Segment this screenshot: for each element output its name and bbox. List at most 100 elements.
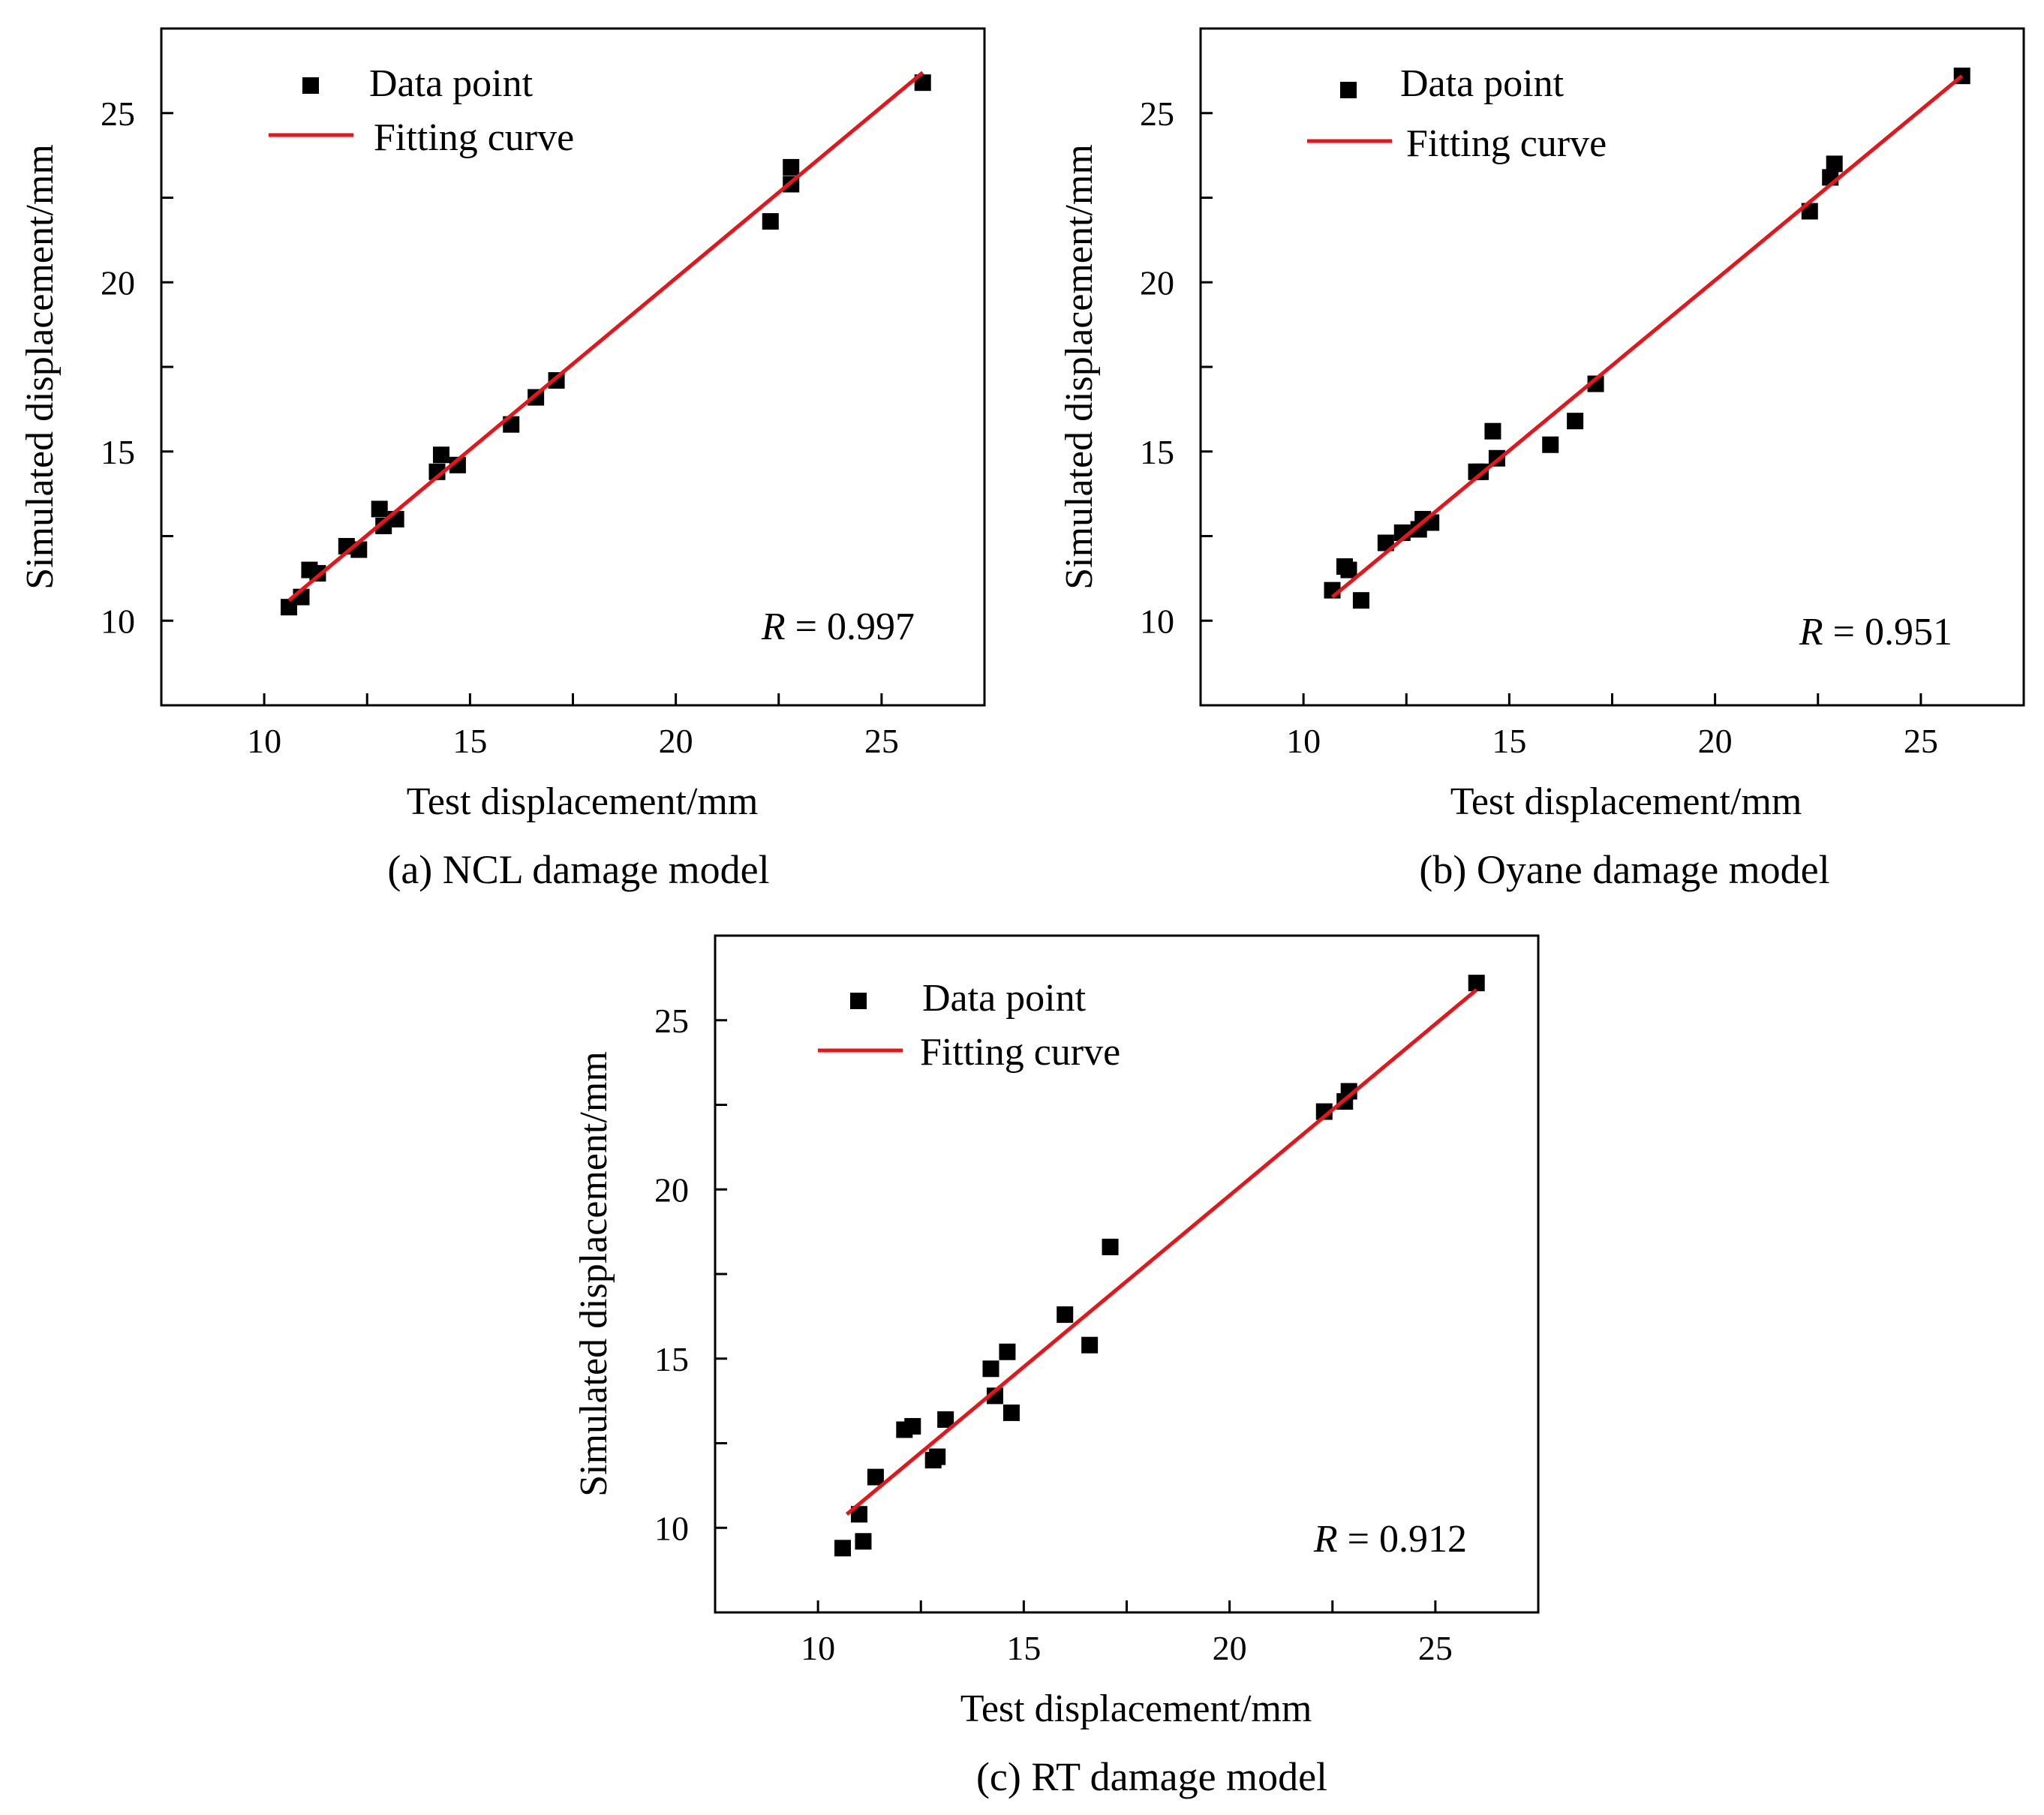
y-axis-label: Simulated displacement/mm: [573, 1051, 615, 1497]
panel-caption: (a) NCL damage model: [387, 847, 769, 892]
plot-frame: [714, 934, 1540, 1614]
data-point: [999, 1343, 1016, 1360]
legend-data-point-label: Data point: [369, 62, 534, 105]
data-point: [1340, 561, 1357, 578]
data-point: [1542, 436, 1559, 453]
legend-data-point-marker: [302, 77, 319, 94]
y-tick-label: 20: [1140, 263, 1174, 302]
tick-marks: [1201, 112, 1922, 705]
y-tick-label: 10: [101, 602, 135, 640]
data-point: [914, 74, 931, 92]
data-point: [762, 213, 779, 230]
panel-caption: (b) Oyane damage model: [1419, 847, 1829, 892]
data-point: [1468, 975, 1485, 992]
legend-data-point-marker: [850, 993, 867, 1009]
y-axis-label: Simulated displacement/mm: [19, 144, 62, 590]
data-point: [929, 1448, 946, 1465]
x-tick-labels: 10 15 20 25: [247, 722, 899, 760]
correlation-symbol: R: [761, 606, 786, 648]
y-tick-label: 15: [654, 1340, 689, 1378]
data-point: [834, 1540, 852, 1557]
x-tick-label: 15: [1492, 722, 1526, 760]
tick-marks: [715, 1019, 1437, 1612]
legend: Data point Fitting curve: [1307, 62, 1607, 165]
data-point: [1102, 1238, 1119, 1255]
y-axis-label: Simulated displacement/mm: [1058, 144, 1101, 590]
data-point: [986, 1387, 1003, 1405]
legend-fitting-curve-label: Fitting curve: [920, 1031, 1120, 1074]
x-tick-labels: 10 15 20 25: [801, 1629, 1453, 1667]
data-point: [1567, 413, 1584, 430]
data-point: [1081, 1336, 1099, 1354]
x-tick-label: 15: [1006, 1629, 1041, 1667]
data-point: [371, 500, 388, 518]
correlation-value: = 0.997: [786, 606, 915, 648]
correlation-value: = 0.912: [1338, 1518, 1467, 1561]
data-point: [904, 1417, 921, 1435]
y-tick-label: 25: [101, 95, 135, 133]
tick-marks: [161, 112, 883, 705]
legend: Data point Fitting curve: [269, 62, 574, 159]
y-tick-label: 10: [654, 1509, 689, 1547]
x-tick-label: 25: [1418, 1629, 1453, 1667]
x-tick-label: 20: [1213, 1629, 1247, 1667]
x-tick-label: 25: [864, 722, 899, 760]
y-tick-labels: 10 15 20 25: [654, 1002, 689, 1548]
data-point: [855, 1533, 872, 1550]
data-point: [1057, 1306, 1074, 1324]
x-tick-labels: 10 15 20 25: [1286, 722, 1938, 760]
legend-data-point-marker: [1340, 82, 1357, 98]
x-axis-label: Test displacement/mm: [960, 1687, 1312, 1730]
x-tick-label: 10: [1286, 722, 1321, 760]
data-point: [1002, 1404, 1020, 1421]
y-tick-label: 25: [1140, 95, 1174, 133]
fitting-curve-line: [287, 71, 924, 602]
panel-c: 10 15 20 25 10 15 20 25 Test displacemen…: [573, 934, 1540, 1799]
x-tick-label: 20: [1698, 722, 1733, 760]
data-point: [1587, 375, 1604, 392]
data-point: [783, 158, 800, 176]
data-point: [1352, 592, 1369, 609]
x-tick-label: 10: [801, 1629, 835, 1667]
legend-fitting-curve-label: Fitting curve: [1406, 122, 1607, 165]
legend-data-point-label: Data point: [1400, 62, 1565, 105]
data-point: [982, 1360, 999, 1378]
x-tick-label: 20: [659, 722, 693, 760]
y-tick-label: 15: [1140, 433, 1174, 471]
data-point: [867, 1468, 884, 1486]
correlation-symbol: R: [1313, 1518, 1338, 1561]
legend: Data point Fitting curve: [818, 977, 1120, 1074]
data-point: [432, 446, 449, 464]
x-tick-label: 10: [247, 722, 281, 760]
y-tick-label: 15: [101, 433, 135, 471]
y-tick-labels: 10 15 20 25: [1140, 95, 1174, 641]
correlation-annotation: R = 0.912: [1313, 1518, 1467, 1561]
x-tick-label: 25: [1904, 722, 1938, 760]
x-axis-label: Test displacement/mm: [407, 780, 759, 823]
data-point: [1484, 422, 1501, 440]
y-tick-label: 25: [654, 1002, 689, 1040]
y-tick-label: 10: [1140, 602, 1174, 640]
data-point: [1340, 1083, 1357, 1100]
data-point: [1315, 1103, 1333, 1120]
data-point: [1826, 155, 1843, 173]
correlation-symbol: R: [1799, 611, 1823, 654]
panel-a: 10 15 20 25 10 15 20 25 Test displacemen…: [19, 27, 986, 892]
correlation-annotation: R = 0.997: [761, 606, 915, 648]
y-tick-label: 20: [101, 263, 135, 302]
panel-b: 10 15 20 25 10 15 20 25 Test displacemen…: [1058, 27, 2025, 892]
correlation-value: = 0.951: [1823, 611, 1952, 654]
fitting-curve-line: [845, 988, 1478, 1516]
legend-data-point-label: Data point: [922, 977, 1087, 1020]
x-tick-label: 15: [452, 722, 487, 760]
panel-caption: (c) RT damage model: [976, 1754, 1327, 1799]
legend-fitting-curve-label: Fitting curve: [374, 116, 574, 159]
data-point: [850, 1506, 867, 1523]
data-points: [1324, 68, 1970, 609]
fitting-curve-line: [1330, 74, 1964, 599]
correlation-annotation: R = 0.951: [1799, 611, 1952, 654]
y-tick-labels: 10 15 20 25: [101, 95, 135, 641]
y-tick-label: 20: [654, 1170, 689, 1209]
data-point: [937, 1411, 954, 1428]
